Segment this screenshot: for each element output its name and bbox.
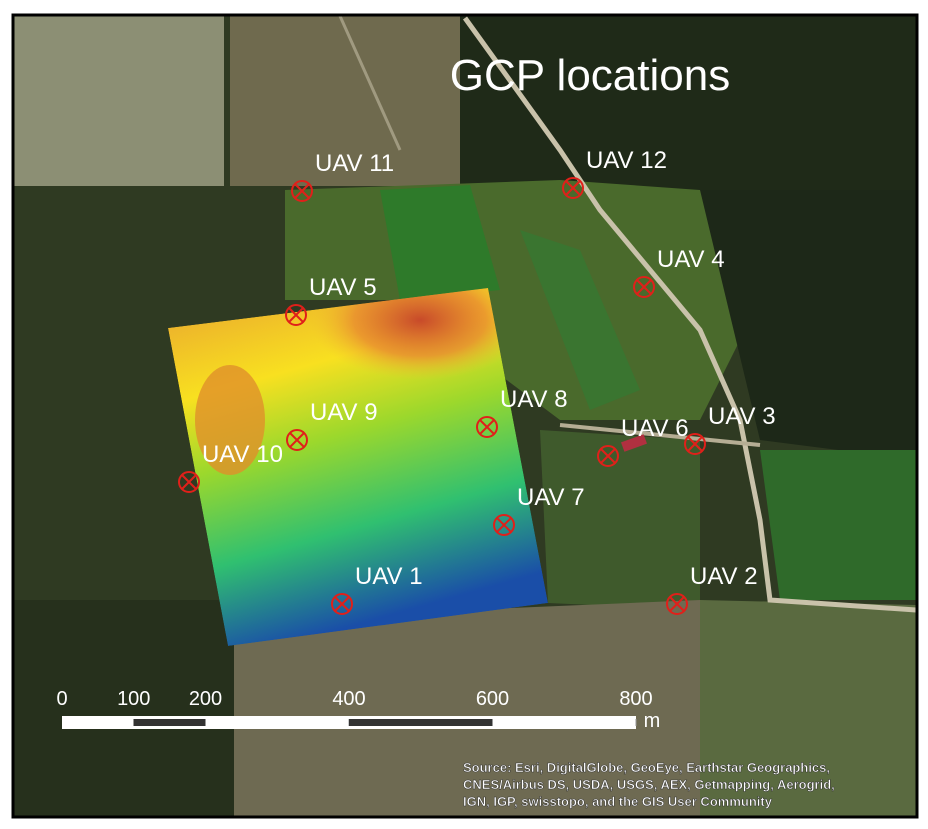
gcp-marker: UAV 1	[331, 563, 423, 615]
marker-circle	[178, 471, 200, 493]
gcp-marker: UAV 3	[684, 403, 776, 455]
marker-cross	[636, 279, 652, 295]
attribution-line: CNES/Airbus DS, USDA, USGS, AEX, Getmapp…	[463, 777, 835, 792]
marker-circle	[684, 433, 706, 455]
gcp-marker: UAV 6	[597, 415, 689, 467]
attribution-line: Source: Esri, DigitalGlobe, GeoEye, Eart…	[463, 760, 830, 775]
marker-circle	[286, 429, 308, 451]
marker-circle	[493, 514, 515, 536]
marker-cross	[181, 474, 197, 490]
scale-tick-label: 200	[189, 688, 222, 710]
marker-cross	[496, 517, 512, 533]
marker-circle	[331, 593, 353, 615]
marker-circle	[291, 180, 313, 202]
gcp-marker: UAV 2	[666, 563, 758, 615]
marker-cross	[289, 432, 305, 448]
scale-tick-label: 600	[476, 688, 509, 710]
gcp-label: UAV 2	[690, 563, 758, 590]
gcp-label: UAV 4	[657, 246, 725, 273]
gcp-marker: UAV 7	[493, 484, 585, 536]
map-title: GCP locations	[450, 51, 730, 100]
gcp-label: UAV 1	[355, 563, 423, 590]
gcp-marker: UAV 5	[285, 274, 377, 326]
marker-cross	[565, 180, 581, 196]
scale-tick-label: 800	[619, 688, 652, 710]
gcp-label: UAV 8	[500, 386, 568, 413]
scale-unit: m	[644, 710, 661, 732]
scale-tick-label: 0	[56, 688, 67, 710]
scale-segment	[349, 719, 493, 726]
marker-cross	[334, 596, 350, 612]
attribution: Source: Esri, DigitalGlobe, GeoEye, Eart…	[463, 760, 835, 810]
gcp-label: UAV 5	[309, 274, 377, 301]
marker-cross	[288, 307, 304, 323]
marker-circle	[285, 304, 307, 326]
gcp-label: UAV 10	[202, 441, 283, 468]
scale-tick-label: 100	[117, 688, 150, 710]
scale-tick-label: 400	[332, 688, 365, 710]
gcp-label: UAV 6	[621, 415, 689, 442]
marker-circle	[633, 276, 655, 298]
gcp-markers: UAV 11 UAV 12 UAV 4 UAV 5 UAV 9 UAV 8 UAV 6 UAV…	[178, 147, 776, 615]
gcp-label: UAV 3	[708, 403, 776, 430]
marker-circle	[666, 593, 688, 615]
gcp-marker: UAV 8	[476, 386, 568, 438]
basemap	[14, 16, 916, 816]
scale-segment	[133, 719, 206, 726]
attribution-line: IGN, IGP, swisstopo, and the GIS User Co…	[463, 794, 773, 809]
map-frame	[11, 13, 919, 819]
marker-cross	[669, 596, 685, 612]
marker-cross	[294, 183, 310, 199]
gcp-label: UAV 12	[586, 147, 667, 174]
gcp-marker: UAV 9	[286, 399, 378, 451]
marker-circle	[597, 445, 619, 467]
marker-circle	[476, 416, 498, 438]
gcp-marker: UAV 12	[562, 147, 667, 199]
gcp-label: UAV 9	[310, 399, 378, 426]
gcp-label: UAV 7	[517, 484, 585, 511]
marker-cross	[600, 448, 616, 464]
gcp-marker: UAV 11	[291, 150, 394, 202]
gcp-marker: UAV 4	[633, 246, 725, 298]
marker-cross	[687, 436, 703, 452]
gcp-marker: UAV 10	[178, 441, 283, 493]
gcp-label: UAV 11	[315, 150, 394, 177]
marker-cross	[479, 419, 495, 435]
marker-circle	[562, 177, 584, 199]
